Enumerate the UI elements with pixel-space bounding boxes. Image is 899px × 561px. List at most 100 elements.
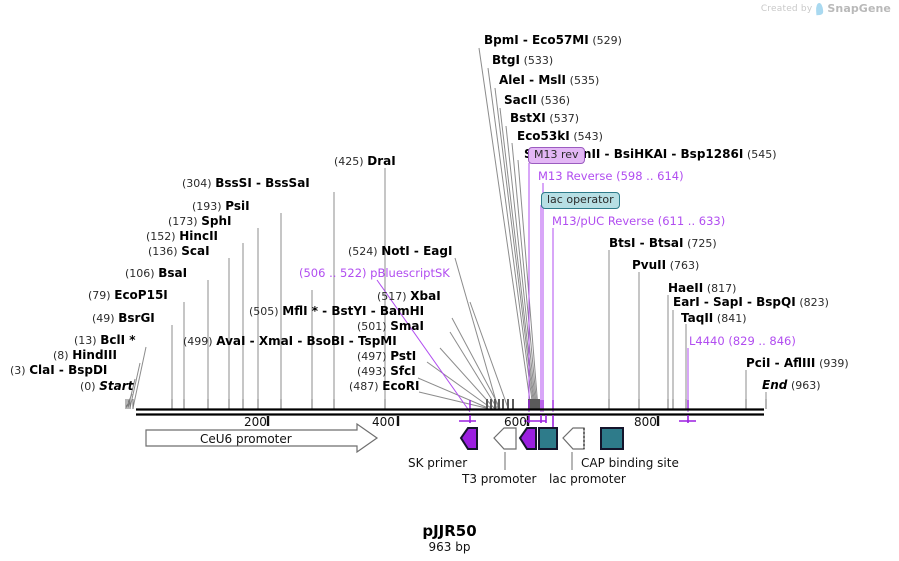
enzyme-name: HaeII — [668, 281, 704, 295]
enzyme-name: PvuII — [632, 258, 667, 272]
enzyme-label-sfci: (493) SfcI — [357, 364, 416, 379]
ruler-tick-800: 800 — [634, 415, 657, 429]
enzyme-position: (497) — [357, 350, 387, 363]
feature-shape-lac-promoter — [562, 427, 585, 450]
enzyme-label-bpmi: BpmI - Eco57MI (529) — [484, 34, 622, 48]
plasmid-name: pJJR50 — [422, 522, 477, 540]
end-label: End — [762, 378, 788, 392]
enzyme-position: (49) — [92, 312, 115, 325]
enzyme-position: (173) — [168, 215, 198, 228]
enzyme-position: (817) — [706, 282, 737, 295]
enzyme-position: (501) — [357, 320, 387, 333]
feature-label-t3-promoter: T3 promoter — [462, 472, 537, 486]
feature-shape-lac-operator — [538, 427, 558, 450]
feature-shape-t3-promoter — [493, 427, 517, 450]
enzyme-label-mfli: (505) MflI * - BstYI - BamHI — [249, 304, 425, 319]
feature-shape-sk-primer — [459, 427, 478, 450]
enzyme-name: EcoRI — [382, 379, 420, 393]
enzyme-name: PstI — [390, 349, 417, 363]
enzyme-position: (533) — [523, 54, 554, 67]
enzyme-position: (3) — [10, 364, 26, 377]
enzyme-label-hincii: (152) HincII — [146, 229, 218, 244]
enzyme-name: SmaI — [390, 319, 424, 333]
feature-name: M13 Reverse — [538, 169, 613, 183]
feature-label-sk-primer: SK primer — [408, 456, 468, 470]
feature-position: (611 .. 633) — [657, 214, 726, 228]
feature-label-pbluescriptsk: (506 .. 522) pBluescriptSK — [299, 267, 450, 280]
enzyme-label-ecop15i: (79) EcoP15I — [88, 289, 168, 303]
enzyme-name: SfcI — [390, 364, 416, 378]
feature-label-cap-binding-site: CAP binding site — [581, 456, 679, 470]
plasmid-size: 963 bp — [428, 540, 471, 554]
feature-position: (829 .. 846) — [728, 334, 796, 348]
enzyme-name: HindIII — [72, 348, 117, 362]
enzyme-position: (841) — [716, 312, 747, 325]
enzyme-label-bcli: (13) BclI * — [74, 333, 136, 348]
enzyme-name: XbaI — [410, 289, 441, 303]
enzyme-label-sacii: SacII (536) — [504, 93, 570, 108]
enzyme-position: (152) — [146, 230, 176, 243]
feature-label-m13-puc-reverse: M13/pUC Reverse (611 .. 633) — [552, 215, 725, 228]
enzyme-name: BsrGI — [118, 311, 155, 325]
feature-name: pBluescriptSK — [370, 266, 450, 280]
enzyme-name: BssSI - BssSaI — [215, 176, 310, 190]
enzyme-name: AvaI - XmaI - BsoBI - TspMI — [216, 334, 397, 348]
enzyme-position: (535) — [569, 74, 600, 87]
enzyme-label-xbai: (517) XbaI — [377, 289, 441, 304]
enzyme-position: (543) — [573, 130, 603, 143]
enzyme-name: Eco53kI — [517, 129, 570, 143]
enzyme-label-ecori: (487) EcoRI — [349, 379, 420, 394]
enzyme-label-psii: (193) PsiI — [192, 200, 250, 214]
enzyme-label-pcii: PciI - AflIII (939) — [746, 356, 849, 371]
feature-label-text: M13 rev — [534, 148, 579, 161]
enzyme-name: ScaI — [181, 244, 210, 258]
enzyme-position: (939) — [819, 357, 849, 370]
enzyme-label-haeii: HaeII (817) — [668, 281, 737, 296]
feature-label-m13-reverse: M13 Reverse (598 .. 614) — [538, 170, 684, 183]
feature-shape-cap-binding-site — [600, 427, 624, 450]
feature-label-ceu6-promoter: CeU6 promoter — [200, 432, 292, 446]
enzyme-name: BclI * — [100, 333, 136, 347]
enzyme-name: SacII — [504, 93, 537, 107]
enzyme-label-bsssi: (304) BssSI - BssSaI — [182, 176, 310, 191]
feature-name: M13/pUC Reverse — [552, 214, 655, 228]
feature-label-lac-promoter: lac promoter — [549, 472, 626, 486]
enzyme-name: BtsI - BtsaI — [609, 236, 684, 250]
enzyme-position: (537) — [549, 112, 579, 125]
start-position: (0) — [80, 380, 96, 393]
enzyme-position: (8) — [53, 349, 69, 362]
feature-position: (506 .. 522) — [299, 266, 367, 280]
enzyme-label-pvuii: PvuII (763) — [632, 258, 699, 273]
map-label-end: End (963) — [762, 378, 821, 393]
enzyme-label-alei: AleI - MslI (535) — [499, 73, 600, 88]
feature-badge-m13-rev[interactable]: M13 rev — [528, 147, 585, 164]
enzyme-label-clai: (3) ClaI - BspDI — [10, 364, 107, 378]
enzyme-position: (487) — [349, 380, 379, 393]
enzyme-position: (493) — [357, 365, 387, 378]
enzyme-label-noti: (524) NotI - EagI — [348, 245, 452, 259]
enzyme-name: AleI - MslI — [499, 73, 567, 87]
enzyme-label-sphi: (173) SphI — [168, 215, 232, 229]
enzyme-position: (193) — [192, 200, 222, 213]
feature-shape-m13-reverse-primer — [518, 427, 537, 450]
enzyme-position: (823) — [799, 296, 829, 309]
enzyme-label-eco53ki: Eco53kI (543) — [517, 129, 603, 144]
enzyme-name: BstXI — [510, 111, 546, 125]
ruler-tick-400: 400 — [372, 415, 395, 429]
enzyme-name: BtgI — [492, 53, 520, 67]
enzyme-position: (304) — [182, 177, 212, 190]
ruler-tick-200: 200 — [244, 415, 267, 429]
feature-position: (598 .. 614) — [616, 169, 684, 183]
enzyme-label-btsi: BtsI - BtsaI (725) — [609, 236, 717, 251]
enzyme-label-smai: (501) SmaI — [357, 319, 424, 334]
enzyme-position: (524) — [348, 245, 378, 258]
snapgene-watermark: Created by SnapGene — [761, 2, 891, 15]
enzyme-name: HincII — [179, 229, 218, 243]
feature-label-l4440: L4440 (829 .. 846) — [689, 335, 796, 348]
enzyme-label-avai: (499) AvaI - XmaI - BsoBI - TspMI — [183, 334, 397, 349]
enzyme-name: PciI - AflIII — [746, 356, 816, 370]
enzyme-name: MflI * - BstYI - BamHI — [282, 304, 425, 318]
feature-badge-lac-operator[interactable]: lac operator — [541, 192, 620, 209]
